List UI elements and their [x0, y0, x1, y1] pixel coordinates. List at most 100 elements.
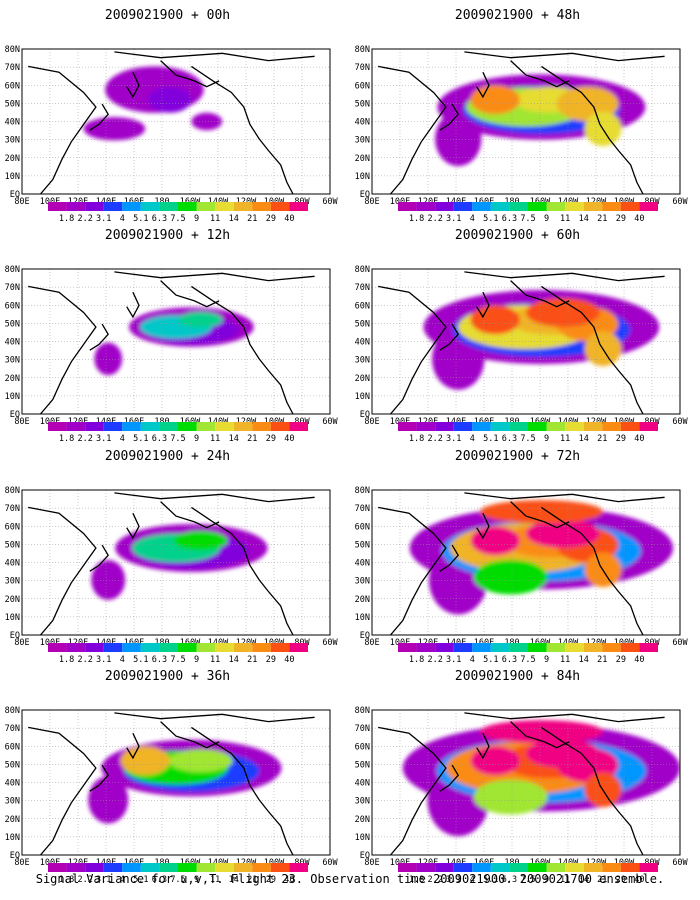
colorbar-label: 21	[247, 655, 257, 665]
colorbar-swatch	[103, 422, 123, 431]
coastline	[378, 65, 447, 194]
colorbar-swatch	[416, 643, 436, 652]
colorbar-swatch	[490, 202, 510, 211]
colorbar-swatch	[416, 202, 436, 211]
colorbar-label: 40	[634, 434, 644, 444]
colorbar-swatch	[490, 643, 510, 652]
colorbar-label: 9	[194, 875, 199, 885]
variance-contour	[178, 311, 223, 328]
colorbar-swatch	[472, 863, 491, 872]
colorbar-swatch	[583, 202, 603, 211]
lat-label: EQ	[360, 851, 370, 861]
panel-title: 2009021900 + 36h	[104, 669, 231, 684]
coastline	[378, 506, 447, 635]
colorbar: 1.8 2.2 3.1 4 5.1 6.3 7.5 9 11 14 21 29 40	[48, 863, 308, 885]
coastline	[160, 280, 220, 308]
lat-label: 60N	[5, 301, 20, 311]
coastline	[476, 512, 490, 540]
variance-map: 80N70N60N50N40N30N20N10NEQ80E100E120E140…	[5, 45, 339, 207]
coastline	[89, 323, 110, 351]
lat-label: 50N	[355, 760, 370, 770]
lat-label: 40N	[355, 779, 370, 789]
colorbar-swatch	[453, 422, 473, 431]
coastline	[510, 280, 570, 308]
variance-contour	[473, 559, 548, 595]
colorbar-label: 14	[579, 434, 589, 444]
colorbar-label: 6.3	[152, 875, 167, 885]
lat-label: 50N	[5, 540, 20, 550]
panel-title: 2009021900 + 12h	[104, 228, 231, 243]
map-panel: 2009021900 + 24h 80N 70N 60N 50N 40N 30N 20N 10N…	[0, 449, 339, 671]
colorbar-label: 4	[470, 655, 475, 665]
variance-contour	[470, 746, 520, 776]
colorbar-swatch	[416, 422, 436, 431]
lon-label: 60W	[672, 417, 688, 427]
panel-title: 2009021900 + 24h	[104, 449, 231, 464]
variance-map: 80N70N60N50N40N30N20N10NEQ80E100E120E140…	[355, 265, 689, 427]
lat-label: 80N	[355, 486, 370, 496]
colorbar-label: 4	[120, 434, 125, 444]
coastline	[476, 732, 490, 760]
colorbar-label: 5.1	[133, 434, 148, 444]
coastline	[114, 492, 315, 503]
lat-label: EQ	[360, 190, 370, 200]
map-panel: 2009021900 + 00h 80N 70N 60N 50N 40N 30N 20N 10N…	[0, 8, 339, 230]
colorbar-label: 14	[229, 875, 239, 885]
colorbar-label: 7.5	[520, 875, 535, 885]
variance-contour	[473, 779, 548, 815]
colorbar-swatch	[398, 863, 417, 872]
colorbar-label: 40	[634, 655, 644, 665]
colorbar-swatch	[453, 202, 473, 211]
lat-label: 10N	[355, 172, 370, 182]
colorbar-swatch	[140, 422, 160, 431]
colorbar-swatch	[528, 202, 547, 211]
variance-contour	[526, 298, 600, 327]
colorbar-label: 9	[544, 875, 549, 885]
lat-label: 10N	[355, 833, 370, 843]
colorbar-swatch	[398, 422, 417, 431]
colorbar-swatch	[453, 863, 473, 872]
colorbar-swatch	[85, 643, 104, 652]
colorbar-swatch	[490, 422, 510, 431]
colorbar-swatch	[270, 863, 290, 872]
colorbar-label: 40	[284, 875, 294, 885]
colorbar-swatch	[398, 643, 417, 652]
colorbar-swatch	[66, 422, 86, 431]
lat-label: 70N	[5, 283, 20, 293]
lat-label: 70N	[5, 724, 20, 734]
map-panel: 2009021900 + 48h 80N 70N 60N 50N 40N 30N 20N 10N…	[350, 8, 689, 230]
colorbar-label: 2.2	[77, 655, 92, 665]
colorbar-label: 2.2	[427, 214, 442, 224]
map-panel: 2009021900 + 72h 80N 70N 60N 50N 40N 30N 20N 10N…	[350, 449, 689, 671]
colorbar-swatch	[528, 643, 547, 652]
colorbar-label: 7.5	[170, 875, 185, 885]
colorbar-label: 6.3	[152, 214, 167, 224]
colorbar-swatch	[252, 422, 271, 431]
colorbar-swatch	[565, 202, 584, 211]
colorbar-label: 1.8	[59, 214, 74, 224]
colorbar-label: 29	[616, 655, 626, 665]
lon-label: 60W	[672, 638, 688, 648]
panel-title: 2009021900 + 00h	[104, 8, 231, 23]
colorbar-swatch	[252, 202, 271, 211]
colorbar-label: 9	[194, 655, 199, 665]
variance-contour	[148, 86, 192, 113]
lat-label: 50N	[5, 99, 20, 109]
colorbar-label: 7.5	[520, 434, 535, 444]
colorbar-label: 21	[247, 434, 257, 444]
colorbar-label: 3.1	[96, 214, 111, 224]
lat-label: EQ	[10, 410, 20, 420]
panel-title: 2009021900 + 84h	[454, 669, 581, 684]
lat-label: 30N	[355, 577, 370, 587]
variance-contour	[88, 776, 129, 824]
lat-label: 20N	[355, 154, 370, 164]
colorbar-label: 3.1	[96, 655, 111, 665]
coastline	[160, 501, 220, 529]
colorbar-swatch	[122, 863, 141, 872]
colorbar-swatch	[565, 422, 584, 431]
lat-label: 80N	[5, 265, 20, 275]
coastline	[28, 726, 97, 855]
colorbar-swatch	[472, 422, 491, 431]
colorbar-swatch	[85, 422, 104, 431]
colorbar-label: 14	[579, 655, 589, 665]
